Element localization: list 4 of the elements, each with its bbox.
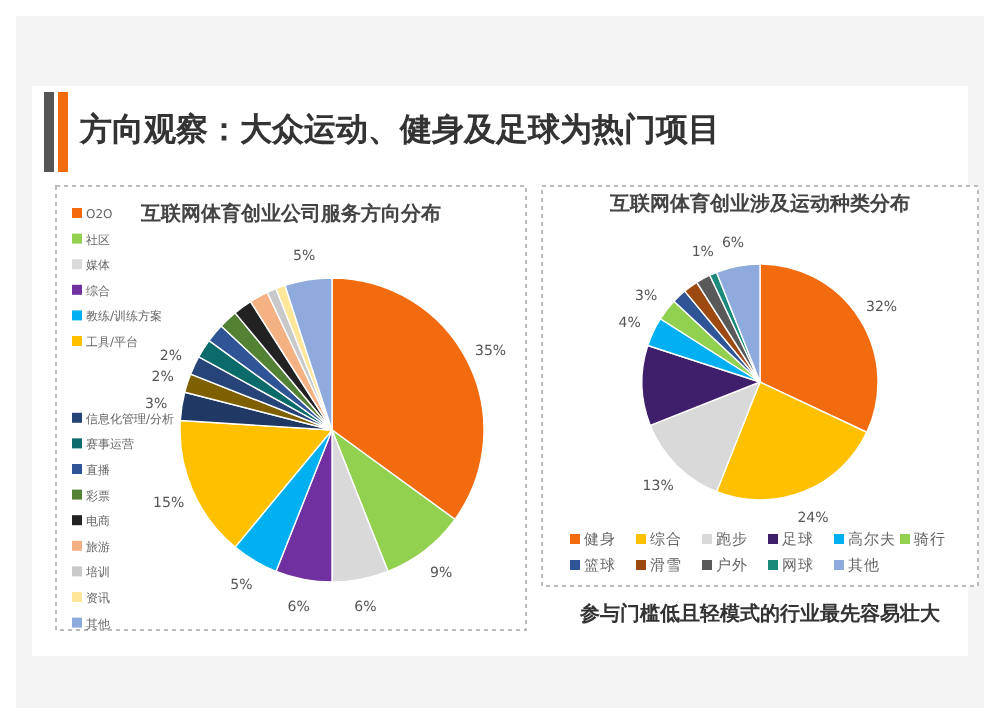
chart-title: 互联网体育创业涉及运动种类分布 <box>608 192 910 216</box>
text: 互联网体育创业公司服务方向分布 <box>139 202 441 226</box>
text: 参与门槛低且轻模式的行业最先容易壮大 <box>578 602 942 626</box>
text: 方向观察：大众运动、健身及足球为热门项目 <box>78 110 720 148</box>
